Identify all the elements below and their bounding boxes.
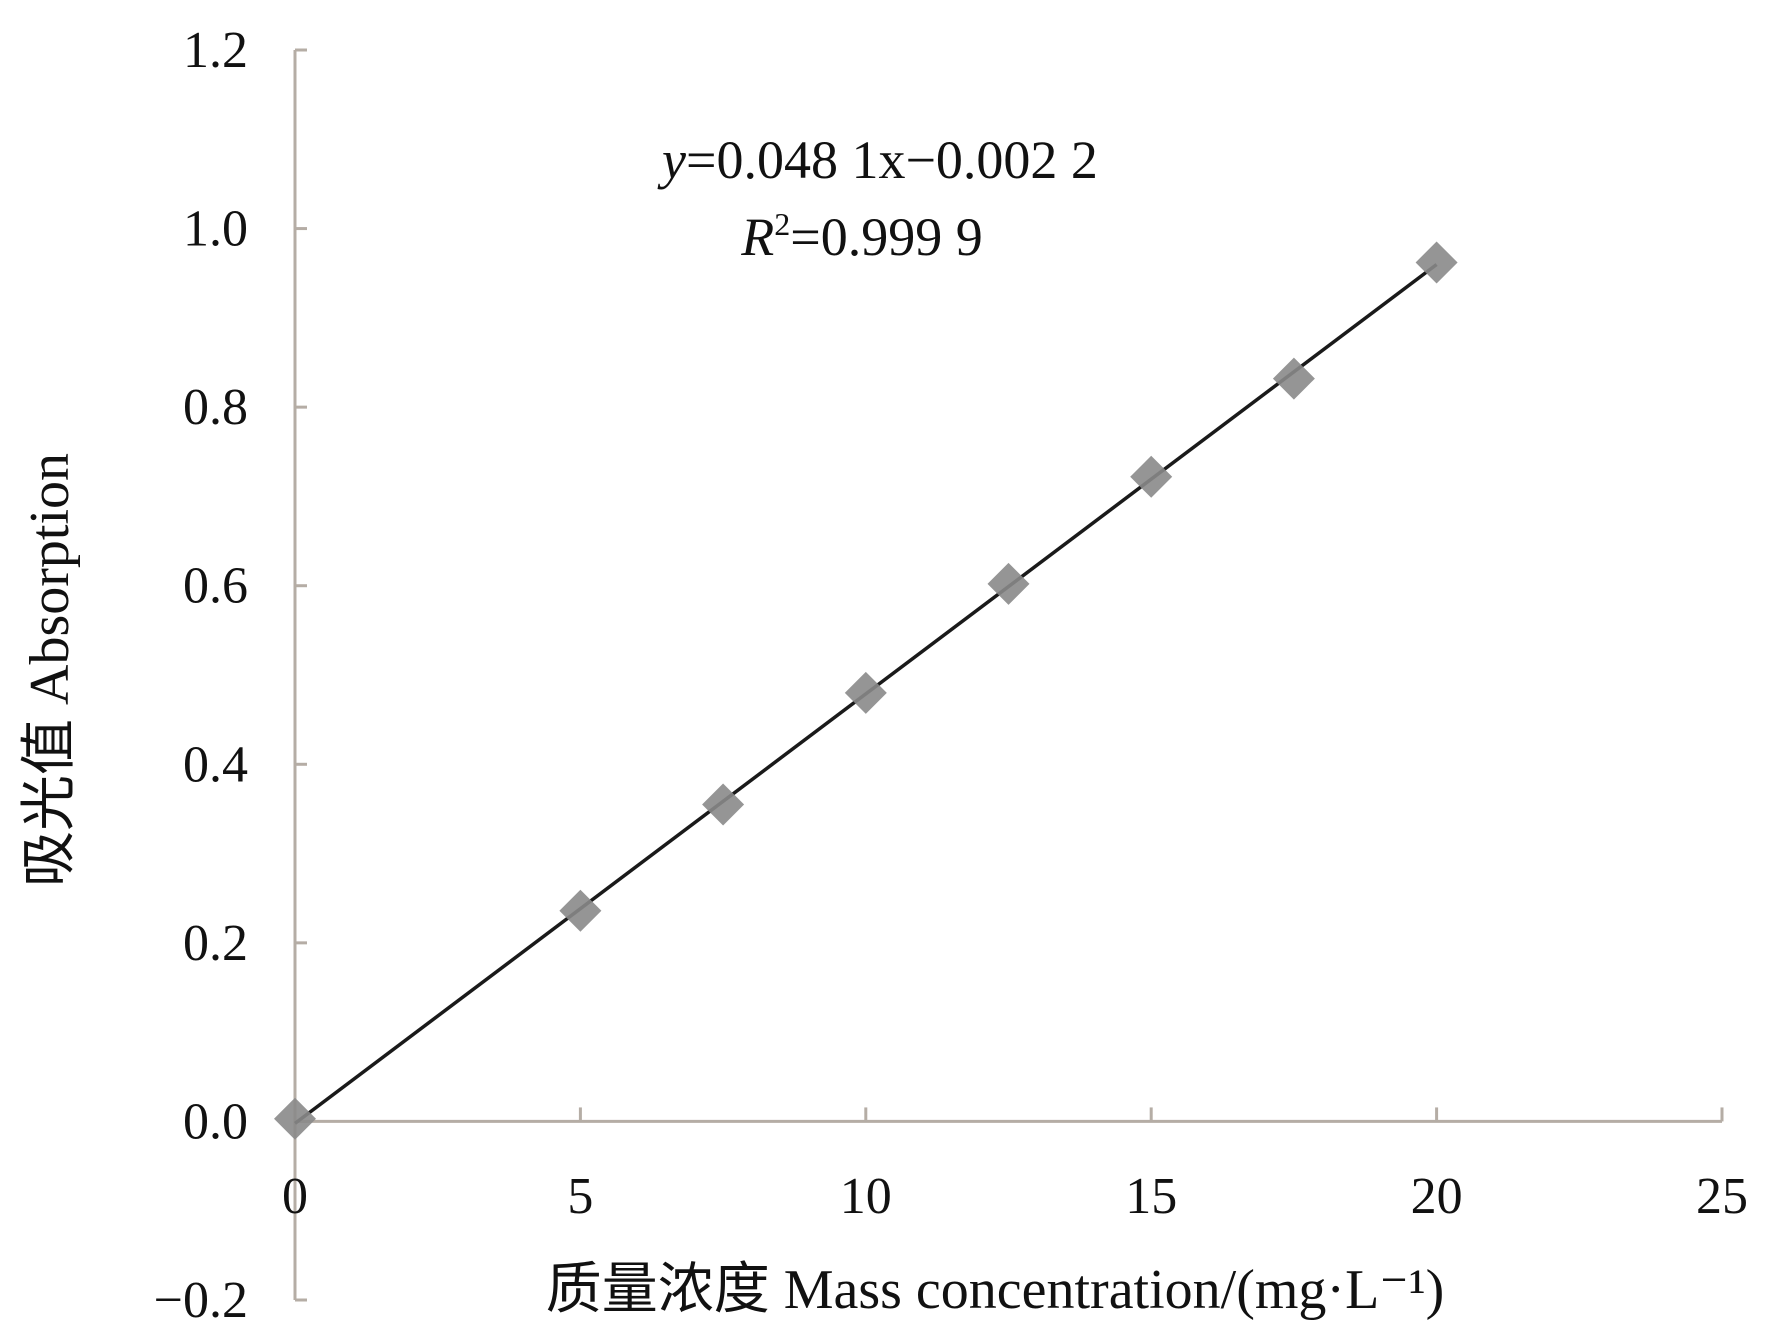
y-tick-label: 1.2 <box>183 22 248 79</box>
x-tick-label: 5 <box>567 1168 593 1225</box>
x-tick-label: 0 <box>282 1168 308 1225</box>
y-tick-label: 0.0 <box>183 1093 248 1150</box>
tick-labels: −0.2 0.0 0.2 0.4 0.6 0.8 1.0 1.2 0 5 10 15 20 25 <box>154 22 1748 1329</box>
data-points <box>274 241 1458 1140</box>
y-tick-label: −0.2 <box>154 1272 248 1329</box>
x-tick-label: 10 <box>840 1168 892 1225</box>
x-tick-label: 15 <box>1125 1168 1177 1225</box>
data-point <box>844 671 887 714</box>
data-point <box>1130 455 1173 498</box>
data-point <box>274 1097 316 1140</box>
data-point <box>702 783 745 826</box>
data-point <box>987 562 1030 605</box>
y-tick-label: 0.8 <box>183 379 248 436</box>
y-tick-label: 0.6 <box>183 558 248 615</box>
r-squared-label: R2=0.999 9 <box>740 206 982 267</box>
equation-label: y=0.048 1x−0.002 2 <box>657 130 1098 190</box>
x-tick-label: 20 <box>1411 1168 1463 1225</box>
x-axis-label: 质量浓度 Mass concentration/(mg·L⁻¹) <box>546 1259 1445 1321</box>
axes <box>293 48 1724 1302</box>
y-tick-label: 0.4 <box>183 736 248 793</box>
data-point <box>1415 241 1458 284</box>
y-tick-label: 0.2 <box>183 915 248 972</box>
data-point <box>559 889 602 932</box>
data-point <box>1272 357 1315 400</box>
x-tick-label: 25 <box>1696 1168 1748 1225</box>
y-tick-label: 1.0 <box>183 201 248 258</box>
y-axis-label: 吸光值 Absorption <box>19 453 81 887</box>
